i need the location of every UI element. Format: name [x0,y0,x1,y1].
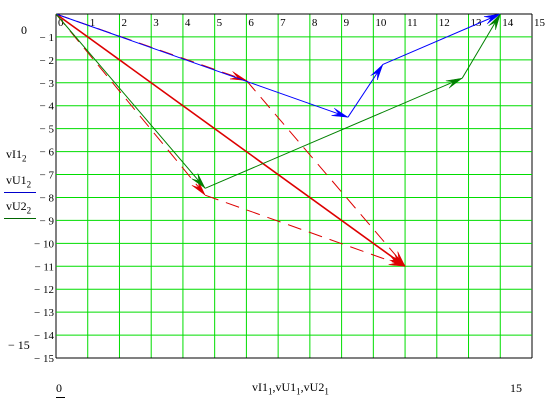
series-arrowhead [388,256,406,267]
series-arrowhead [391,251,406,267]
x-tick-label: 5 [217,17,223,29]
x-tick-label: 15 [534,17,546,29]
series-group [55,13,501,267]
grid-lines [55,13,533,359]
y-tick-label: − 7 [40,170,55,182]
series-arrowhead [488,13,501,30]
x-tick-label: 9 [344,17,350,29]
x-tick-label: 8 [312,17,318,29]
series-segment [382,13,501,65]
y-tick-label: − 2 [40,55,54,67]
series-segment [55,13,206,189]
x-tick-label: 10 [375,17,387,29]
xlabel-sub-vi1: 1 [268,386,273,397]
series-arrowhead [445,77,463,89]
x-tick-label: 12 [439,17,450,29]
y-tick-label: − 5 [40,124,55,136]
x-tick-label: 6 [248,17,254,29]
y-tick-label: − 3 [40,78,55,90]
x-tick-label: 7 [280,17,286,29]
legend-label-vi1: vI1 [6,147,22,161]
x-tick-label: 2 [121,17,127,29]
y-outer-max-text: 0 [21,23,27,37]
legend-sub-vu1: 2 [26,179,32,190]
legend-sub-vu2: 2 [26,205,32,216]
x-tick-label: 4 [185,17,191,29]
series-segment [347,64,384,118]
x-outer-max-label: 15 [510,381,522,396]
y-tick-label: − 6 [40,147,55,159]
x-tick-label: 14 [502,17,514,29]
x-axis-label: vI11,vU11,vU21 [252,380,329,397]
legend-line-vu1 [4,192,36,193]
y-tick-label: − 9 [40,215,55,227]
series-segment [204,194,406,267]
series-segment [461,13,501,79]
series-segment [55,13,349,118]
x-tick-label: 0 [58,17,64,29]
y-tick-label: − 8 [40,192,55,204]
series-segment [55,13,406,267]
y-tick-label: − 15 [34,353,54,365]
series-arrowhead [370,64,384,81]
xlabel-sub-vu2: 1 [324,386,329,397]
legend-item-vi1: vI12 [6,147,27,163]
y-tick-label: − 13 [34,307,54,319]
series-segment [204,77,463,189]
series-arrowhead [483,13,501,25]
legend-item-vu1: vU12 [6,173,31,189]
x-tick-labels: 0 1 2 3 4 5 6 7 8 9 10 11 12 13 14 15 [58,17,546,29]
y-tick-label: − 12 [34,284,54,296]
xlabel-part-vi1: vI1 [252,380,268,394]
series-arrowhead [191,173,206,189]
x-tick-label: 13 [471,17,483,29]
y-tick-label: − 1 [40,32,54,44]
series-arrowhead [331,107,349,118]
y-outer-min-text: − 15 [8,338,30,352]
y-outer-min-label: − 15 [8,338,30,353]
legend-label-vu1: vU1 [6,173,27,187]
legend-line-vu2 [4,218,36,219]
x-tick-label: 3 [153,17,159,29]
series-arrowhead [229,71,247,81]
x-outer-max-text: 15 [510,381,522,395]
y-tick-label: − 4 [40,101,55,113]
xlabel-sub-vu1: 1 [296,386,301,397]
x-outer-min-label: 0 [56,381,62,396]
xlabel-part-vu1: vU1 [275,380,297,394]
x-tick-label: 1 [90,17,96,29]
xlabel-part-vu2: vU2 [303,380,325,394]
legend-item-vu2: vU22 [6,199,31,215]
y-tick-labels: − 1 − 2 − 3 − 4 − 5 − 6 − 7 − 8 − 9 − 10 − 11 − 12 −… [34,32,54,365]
series-segment [246,80,406,267]
y-outer-max-label: 0 [21,23,27,38]
legend-sub-vi1: 2 [22,153,27,164]
y-tick-label: − 14 [34,330,54,342]
x-tick-label: 11 [407,17,418,29]
x-outer-min-text: 0 [56,381,62,395]
x-outer-min-underline [56,397,65,398]
series-segment [55,13,206,196]
y-tick-label: − 11 [34,261,54,273]
legend-label-vu2: vU2 [6,199,27,213]
y-tick-label: − 10 [34,238,54,250]
